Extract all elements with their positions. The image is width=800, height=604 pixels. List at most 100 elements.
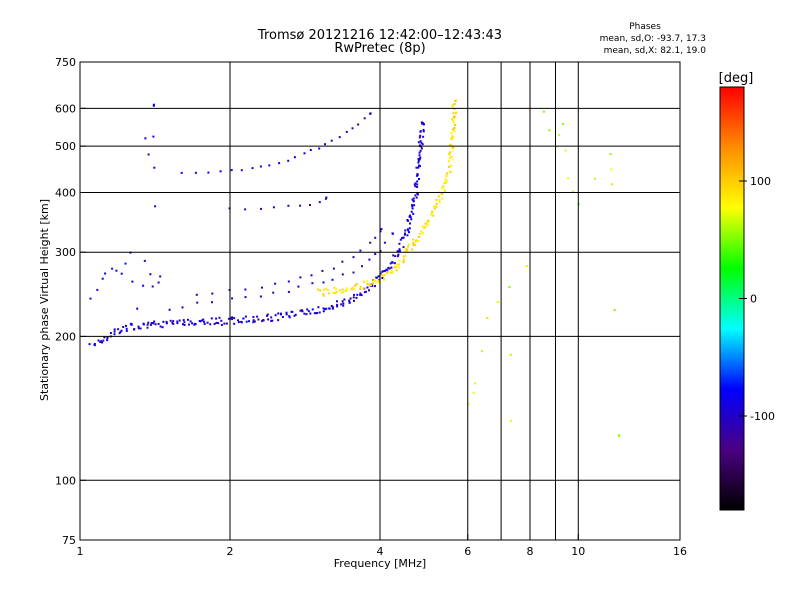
x-axis-label: Frequency [MHz] <box>334 557 426 570</box>
data-point <box>331 306 334 309</box>
data-point <box>220 323 223 326</box>
data-point <box>176 320 179 323</box>
data-point <box>322 307 325 310</box>
data-point <box>510 419 513 422</box>
data-point <box>237 319 239 322</box>
data-point <box>206 321 209 324</box>
data-point <box>154 205 157 208</box>
data-point <box>187 318 189 321</box>
data-point <box>306 308 309 311</box>
data-point <box>453 115 455 118</box>
data-point <box>562 122 565 125</box>
data-point <box>142 323 145 326</box>
data-point <box>159 325 162 328</box>
data-point <box>271 319 274 322</box>
data-point <box>300 309 303 312</box>
data-point <box>119 331 122 333</box>
data-point <box>379 272 382 275</box>
x-tick-label: 1 <box>77 545 84 558</box>
data-point <box>144 137 147 140</box>
data-point <box>340 303 343 306</box>
data-point <box>270 319 273 322</box>
data-point <box>340 291 343 294</box>
data-point <box>415 196 418 199</box>
data-point <box>309 204 311 206</box>
data-point <box>418 164 420 167</box>
data-point <box>104 272 107 275</box>
data-point <box>316 288 319 291</box>
data-point <box>287 204 290 207</box>
data-point <box>341 273 344 276</box>
data-point <box>331 278 334 281</box>
data-point <box>404 232 406 235</box>
data-point <box>417 240 420 243</box>
data-point <box>223 322 226 325</box>
data-point <box>372 279 375 282</box>
data-point <box>388 267 391 270</box>
data-point <box>207 171 210 174</box>
data-point <box>412 244 415 247</box>
data-point <box>438 201 441 204</box>
data-point <box>390 269 393 272</box>
data-point <box>448 151 451 154</box>
data-point <box>611 183 613 186</box>
data-point <box>450 137 453 140</box>
data-point <box>359 285 362 288</box>
x-tick-label: 16 <box>673 545 687 558</box>
data-point <box>215 321 218 324</box>
data-point <box>417 159 420 162</box>
data-point <box>353 299 355 302</box>
data-point <box>266 314 268 317</box>
data-point <box>353 293 355 296</box>
data-point <box>449 156 451 159</box>
data-point <box>467 402 470 405</box>
data-point <box>370 284 372 287</box>
colorbar-title: [deg] <box>719 71 754 86</box>
data-point <box>136 307 139 310</box>
colorbar-tick-label: 100 <box>750 175 771 188</box>
data-point <box>418 232 421 235</box>
data-point <box>342 304 345 307</box>
data-point <box>594 177 596 180</box>
data-point <box>133 328 136 331</box>
data-point <box>199 320 202 323</box>
data-point <box>609 153 612 156</box>
data-point <box>397 253 400 256</box>
data-point <box>153 166 156 169</box>
data-point <box>396 250 399 253</box>
data-point <box>508 285 511 288</box>
data-point <box>417 161 420 164</box>
data-point <box>415 166 418 169</box>
data-point <box>102 339 105 342</box>
data-point <box>399 238 402 241</box>
data-point <box>415 239 418 242</box>
data-point <box>328 307 331 310</box>
data-point <box>146 326 149 329</box>
data-point <box>380 228 383 231</box>
data-point <box>270 316 273 319</box>
data-point <box>380 274 383 277</box>
data-point <box>418 154 421 157</box>
data-point <box>311 308 314 311</box>
data-point <box>274 282 277 285</box>
data-point <box>318 201 321 204</box>
colorbar-border <box>719 86 745 511</box>
data-point <box>411 207 414 210</box>
data-point <box>88 343 91 346</box>
data-point <box>203 323 206 325</box>
data-point <box>287 280 290 283</box>
data-point <box>408 231 410 234</box>
colorbar-tick-label: 0 <box>750 293 757 306</box>
data-point <box>383 241 386 244</box>
data-point <box>417 141 420 144</box>
data-point <box>453 121 456 124</box>
data-point <box>244 296 247 299</box>
data-point <box>322 281 325 284</box>
data-point <box>397 263 400 266</box>
data-point <box>201 319 203 322</box>
data-point <box>310 274 313 277</box>
data-point <box>444 181 447 183</box>
data-point <box>359 249 362 252</box>
data-point <box>256 315 259 318</box>
